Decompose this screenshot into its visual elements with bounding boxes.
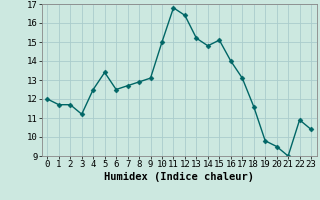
X-axis label: Humidex (Indice chaleur): Humidex (Indice chaleur) xyxy=(104,172,254,182)
